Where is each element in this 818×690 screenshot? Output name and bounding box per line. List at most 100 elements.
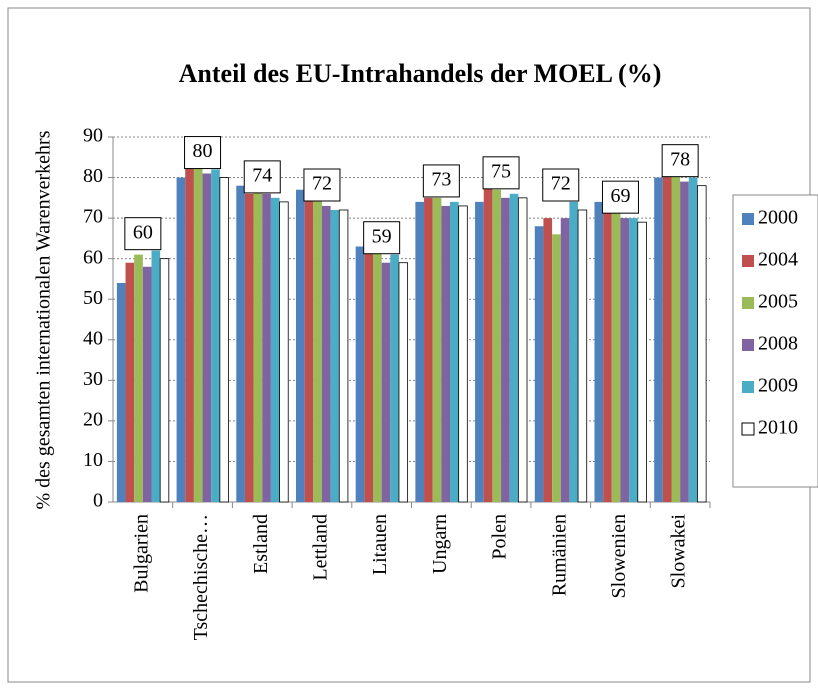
bar xyxy=(364,238,373,502)
y-tick-label: 90 xyxy=(83,125,103,147)
data-label: 74 xyxy=(252,164,272,186)
bar xyxy=(330,210,340,502)
bar xyxy=(509,193,519,502)
x-tick-label: Lettland xyxy=(310,514,332,581)
legend-swatch xyxy=(742,339,754,351)
bar xyxy=(125,262,135,502)
data-label: 72 xyxy=(551,173,571,195)
bar xyxy=(543,218,553,502)
bar xyxy=(244,193,254,502)
bar xyxy=(534,226,544,502)
bar xyxy=(441,205,451,502)
bar xyxy=(372,250,382,502)
data-label: 78 xyxy=(670,148,690,170)
y-axis-label: % des gesamten internationalen Warenverk… xyxy=(33,130,55,509)
data-label-box xyxy=(482,156,520,190)
bar xyxy=(381,262,391,502)
legend-label: 2010 xyxy=(758,417,798,439)
bar xyxy=(142,266,152,502)
data-label-box xyxy=(184,136,222,170)
bar xyxy=(211,169,220,502)
y-tick-label: 10 xyxy=(83,449,103,471)
bar xyxy=(688,177,698,503)
legend-label: 2005 xyxy=(758,291,798,313)
bar xyxy=(355,246,365,502)
bar xyxy=(594,201,604,502)
data-label-box xyxy=(124,217,162,251)
bar xyxy=(185,161,194,503)
bar xyxy=(151,250,161,502)
bar xyxy=(560,218,570,502)
bar xyxy=(202,173,212,502)
bar xyxy=(193,165,203,502)
y-tick-label: 50 xyxy=(83,287,103,309)
x-tick-label: Ungarn xyxy=(429,514,451,574)
bar xyxy=(398,262,409,503)
bar xyxy=(458,205,468,503)
bar xyxy=(321,205,331,502)
data-label-box xyxy=(243,160,281,194)
data-label-box xyxy=(422,164,460,198)
legend-label: 2008 xyxy=(758,333,798,355)
bar xyxy=(262,193,271,502)
legend-swatch xyxy=(742,213,754,225)
y-tick-label: 40 xyxy=(83,327,103,349)
bar xyxy=(134,254,143,502)
bar xyxy=(270,197,280,503)
bar xyxy=(483,185,493,502)
bar xyxy=(637,221,647,503)
bar xyxy=(236,185,245,502)
data-label-box xyxy=(303,168,341,202)
bar xyxy=(313,193,322,502)
data-label: 59 xyxy=(372,225,392,247)
data-label: 69 xyxy=(610,185,630,207)
bar xyxy=(304,193,314,502)
bar xyxy=(338,209,349,503)
x-tick-label: Tschechische… xyxy=(190,514,212,640)
legend-swatch xyxy=(742,255,754,267)
y-tick-label: 60 xyxy=(83,246,103,268)
y-tick-label: 30 xyxy=(83,368,103,390)
bar xyxy=(176,177,186,503)
y-tick-label: 0 xyxy=(93,490,103,512)
data-label-box xyxy=(542,168,580,202)
x-tick-label: Polen xyxy=(489,514,511,560)
data-label-box xyxy=(363,221,401,255)
bar xyxy=(662,165,672,502)
bar xyxy=(450,201,459,502)
x-tick-label: Estland xyxy=(250,514,272,574)
bar xyxy=(552,234,561,503)
bar xyxy=(492,189,502,502)
x-tick-label: Slowakei xyxy=(668,514,690,589)
bar xyxy=(475,201,484,502)
data-label-box xyxy=(661,144,699,178)
chart-title: Anteil des EU-Intrahandels der MOEL (%) xyxy=(179,59,662,88)
bar xyxy=(159,258,170,503)
bar xyxy=(295,189,305,502)
legend-swatch xyxy=(741,422,755,436)
bar xyxy=(569,201,579,502)
data-label: 75 xyxy=(491,160,511,182)
bar xyxy=(654,177,663,503)
bar xyxy=(390,254,399,502)
legend-label: 2009 xyxy=(758,375,798,397)
bar xyxy=(517,197,528,503)
bar xyxy=(253,189,263,502)
data-label: 80 xyxy=(193,140,213,162)
data-label: 60 xyxy=(133,221,153,243)
x-tick-label: Litauen xyxy=(369,514,391,575)
bar xyxy=(629,218,638,502)
bar xyxy=(279,201,289,503)
bar xyxy=(219,177,229,503)
bar xyxy=(577,209,588,503)
x-tick-label: Bulgarien xyxy=(130,514,152,593)
y-tick-label: 80 xyxy=(83,165,103,187)
bar xyxy=(620,218,630,502)
data-label: 73 xyxy=(431,169,451,191)
bar xyxy=(680,181,689,502)
legend-swatch xyxy=(742,381,754,393)
bar xyxy=(116,283,126,502)
bar xyxy=(415,201,425,502)
y-tick-label: 70 xyxy=(83,206,103,228)
data-label: 72 xyxy=(312,173,332,195)
